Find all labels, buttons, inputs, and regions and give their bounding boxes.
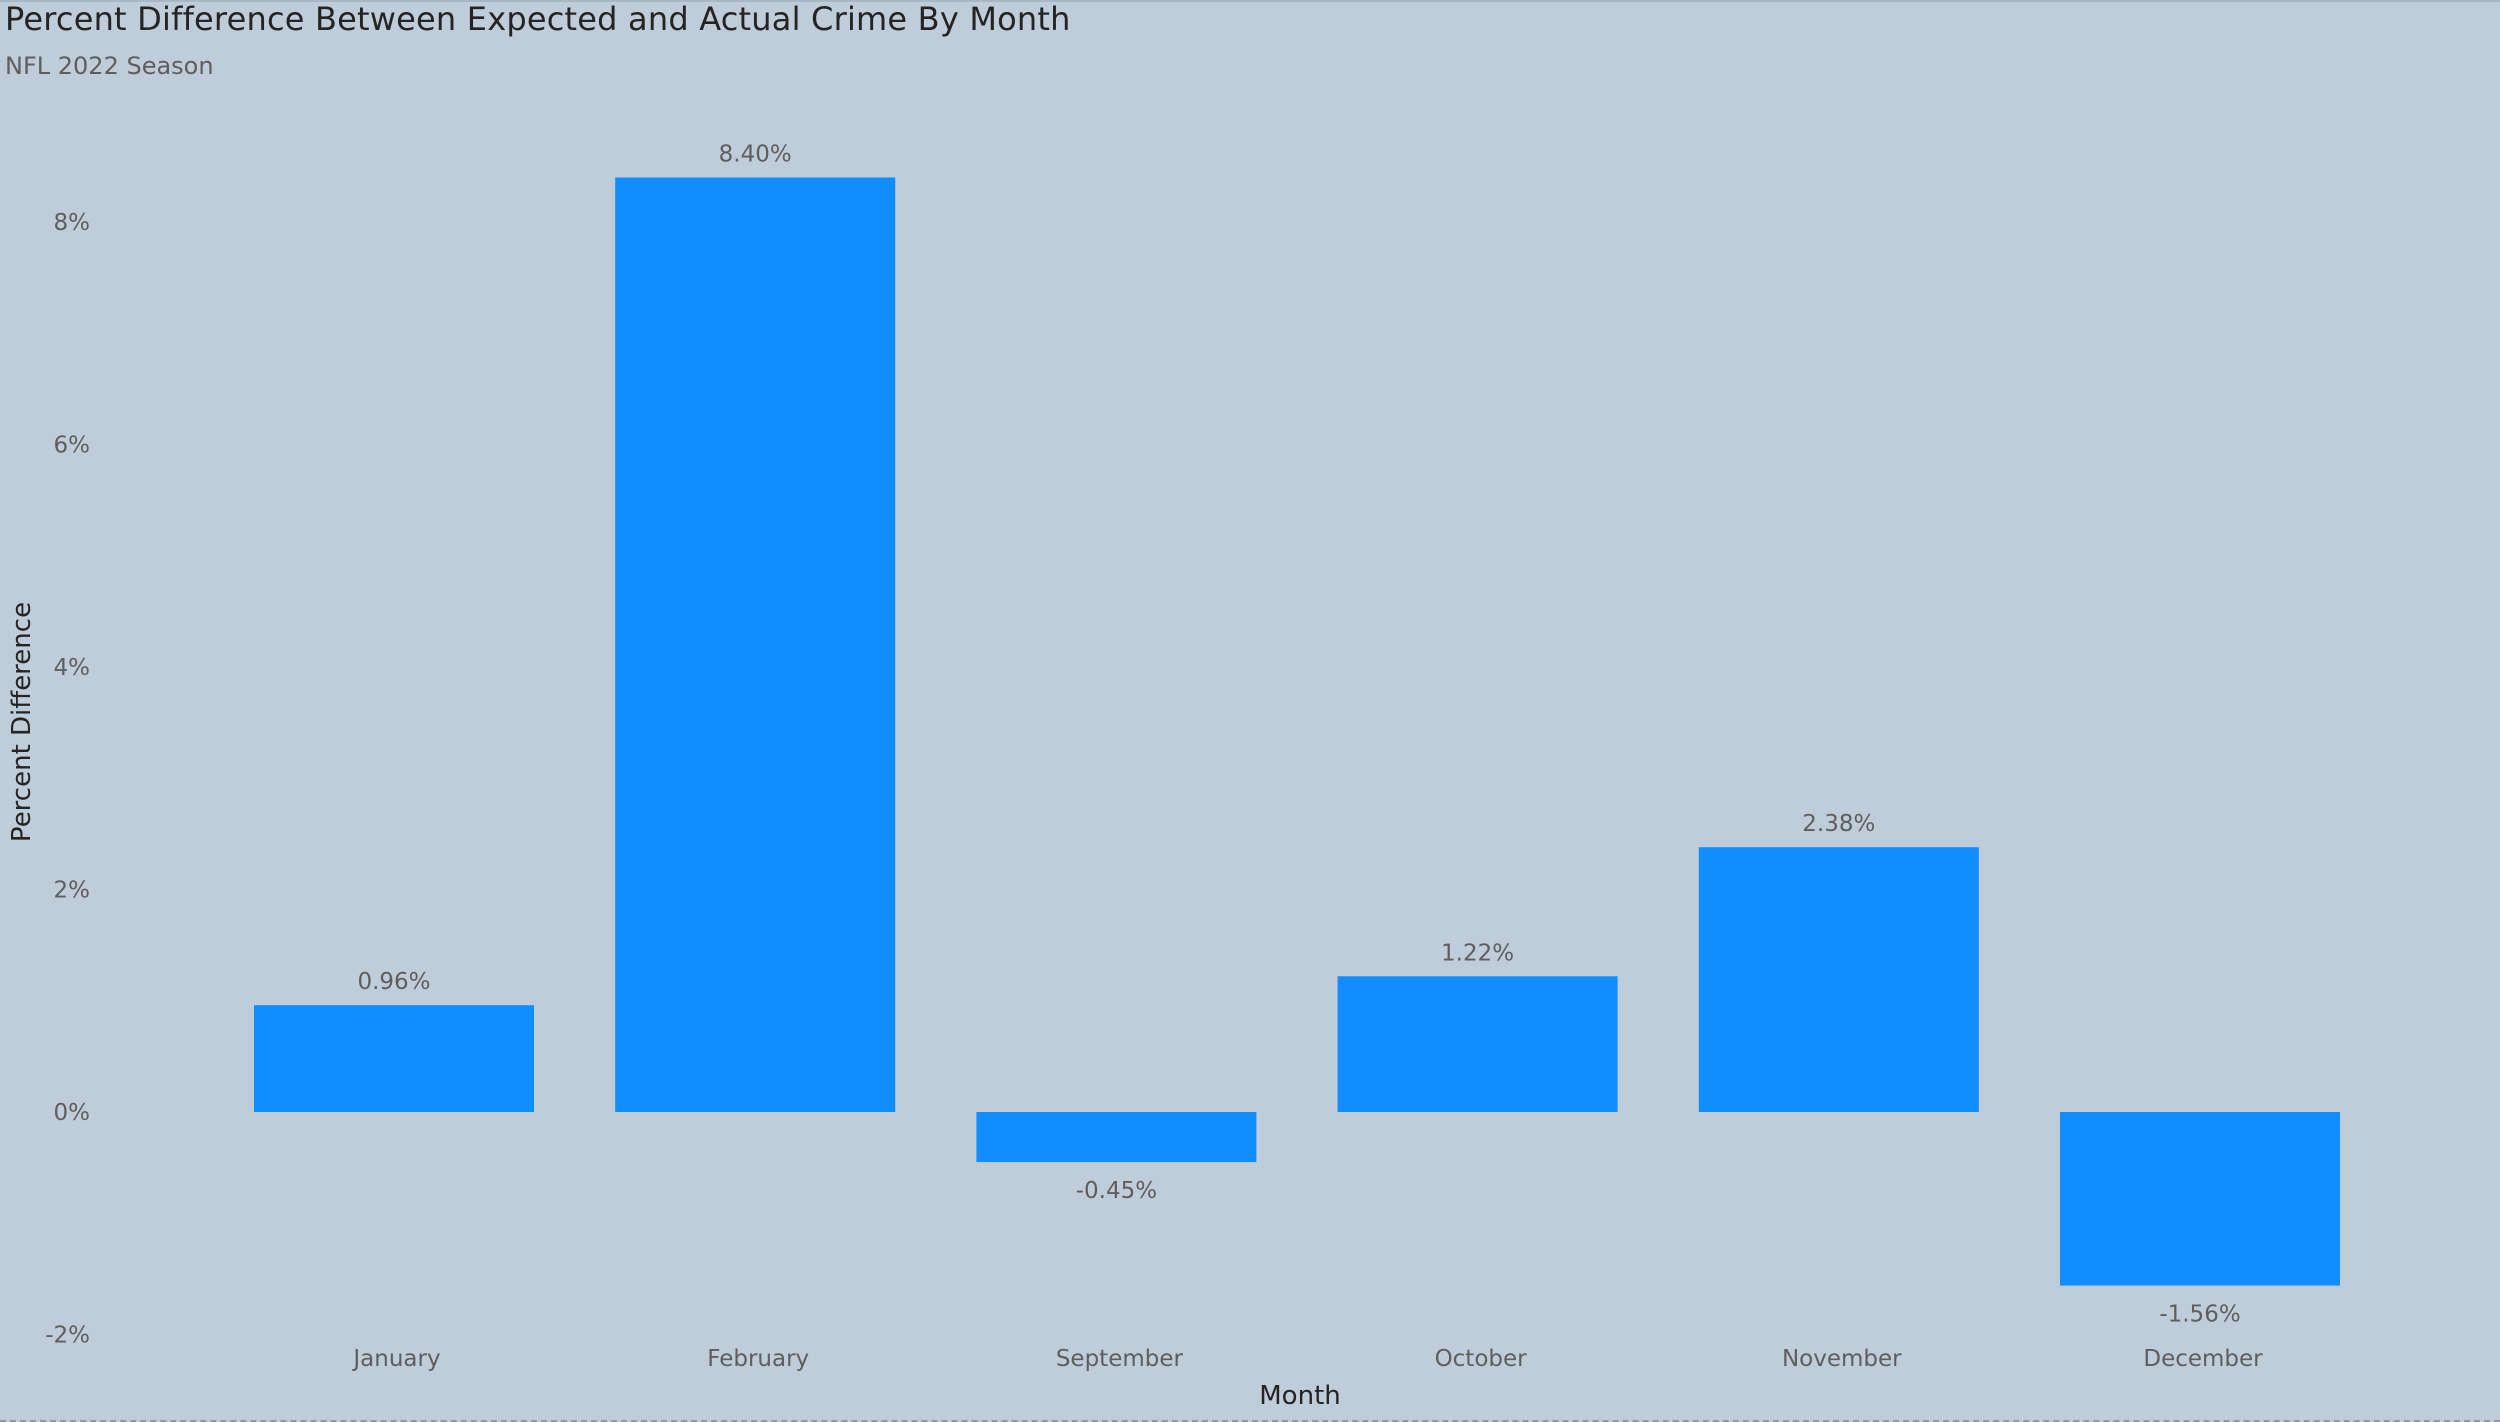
data-labels: 0.96% 8.40% -0.45% 1.22% 2.38% -1.56% xyxy=(357,142,2240,1328)
bar-february[interactable] xyxy=(615,177,896,1113)
y-tick-label: 2% xyxy=(54,878,91,904)
bars xyxy=(254,177,2340,1286)
data-label: -0.45% xyxy=(1076,1178,1157,1204)
y-axis-title: Percent Difference xyxy=(7,602,37,842)
bar-september[interactable] xyxy=(976,1112,1257,1163)
bar-october[interactable] xyxy=(1337,976,1618,1112)
bar-december[interactable] xyxy=(2060,1112,2340,1286)
y-axis-ticks: -2% 0% 2% 4% 6% 8% xyxy=(45,210,90,1349)
x-tick-label: October xyxy=(1435,1346,1528,1372)
y-tick-label: 4% xyxy=(54,655,91,681)
chart-title: Percent Difference Between Expected and … xyxy=(5,0,1071,38)
x-tick-label: February xyxy=(707,1346,809,1372)
x-axis-ticks: January February September October November D… xyxy=(351,1346,2263,1372)
data-label: 1.22% xyxy=(1441,940,1514,966)
bar-november[interactable] xyxy=(1698,847,1979,1112)
data-label: 8.40% xyxy=(719,142,792,168)
x-tick-label: December xyxy=(2143,1346,2263,1372)
x-tick-label: January xyxy=(351,1346,440,1372)
y-tick-label: 8% xyxy=(54,210,91,236)
y-tick-label: 0% xyxy=(54,1100,91,1126)
x-axis-title: Month xyxy=(1259,1381,1341,1411)
y-tick-label: -2% xyxy=(45,1323,90,1349)
data-label: 0.96% xyxy=(357,969,430,995)
data-label: 2.38% xyxy=(1802,811,1875,837)
chart-subtitle: NFL 2022 Season xyxy=(5,52,214,80)
x-tick-label: September xyxy=(1056,1346,1184,1372)
bar-january[interactable] xyxy=(254,1005,534,1112)
data-label: -1.56% xyxy=(2159,1302,2240,1328)
x-tick-label: November xyxy=(1782,1346,1902,1372)
y-tick-label: 6% xyxy=(54,433,91,459)
